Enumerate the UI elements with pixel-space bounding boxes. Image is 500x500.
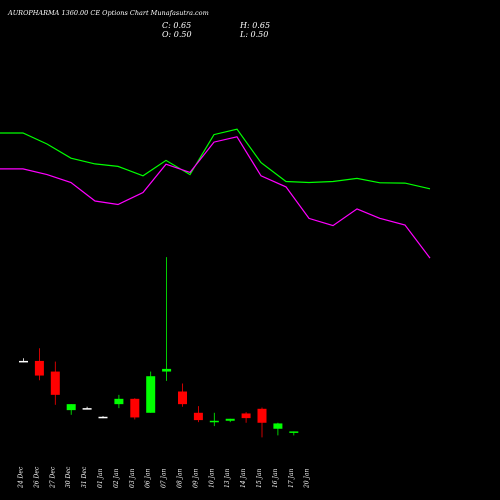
x-tick-label: 03 Jan (129, 468, 136, 488)
upper-line (0, 128, 431, 190)
x-tick-label: 17 Jan (288, 468, 295, 488)
lower-line (0, 136, 431, 259)
low-value: L: 0.50 (240, 30, 269, 39)
candle-body (162, 368, 172, 372)
candle-body (273, 423, 283, 429)
x-tick-label: 06 Jan (145, 468, 152, 488)
x-tick-label: 20 Jan (304, 468, 311, 489)
candle-body (289, 431, 299, 433)
candle-body (241, 413, 251, 419)
x-tick-label: 10 Jan (208, 468, 215, 488)
x-tick-label: 31 Dec (81, 466, 88, 488)
x-tick-label: 08 Jan (177, 468, 184, 488)
candle-body (225, 418, 235, 421)
open-value: O: 0.50 (162, 30, 192, 39)
x-tick-label: 30 Dec (65, 466, 72, 488)
candle-body (66, 404, 76, 411)
candle-body (178, 391, 187, 405)
close-value: C: 0.65 (162, 21, 192, 30)
candle-body (82, 408, 92, 410)
x-tick-label: 24 Dec (18, 466, 25, 489)
candle-body (146, 376, 156, 413)
candle-body (193, 412, 203, 421)
chart-title: AUROPHARMA 1360.00 CE Options Chart Muna… (8, 9, 209, 17)
candle-body (114, 398, 124, 405)
x-tick-label: 26 Dec (33, 466, 40, 489)
x-tick-label: 13 Jan (224, 468, 231, 488)
x-tick-label: 15 Jan (256, 468, 263, 488)
x-tick-label: 01 Jan (97, 468, 104, 488)
x-tick-label: 14 Jan (240, 468, 247, 488)
x-tick-label: 27 Dec (49, 466, 56, 489)
x-tick-label: 16 Jan (272, 468, 279, 488)
candle-body (130, 398, 140, 418)
high-value: H: 0.65 (240, 21, 271, 30)
x-tick-label: 02 Jan (113, 468, 120, 488)
candle-body (19, 360, 28, 363)
candle-body (98, 416, 108, 419)
candle-body (50, 371, 60, 395)
candle-body (257, 408, 267, 423)
x-tick-label: 07 Jan (161, 468, 168, 488)
x-tick-label: 09 Jan (192, 468, 199, 488)
candle-body (209, 420, 219, 423)
candle-body (34, 360, 44, 376)
